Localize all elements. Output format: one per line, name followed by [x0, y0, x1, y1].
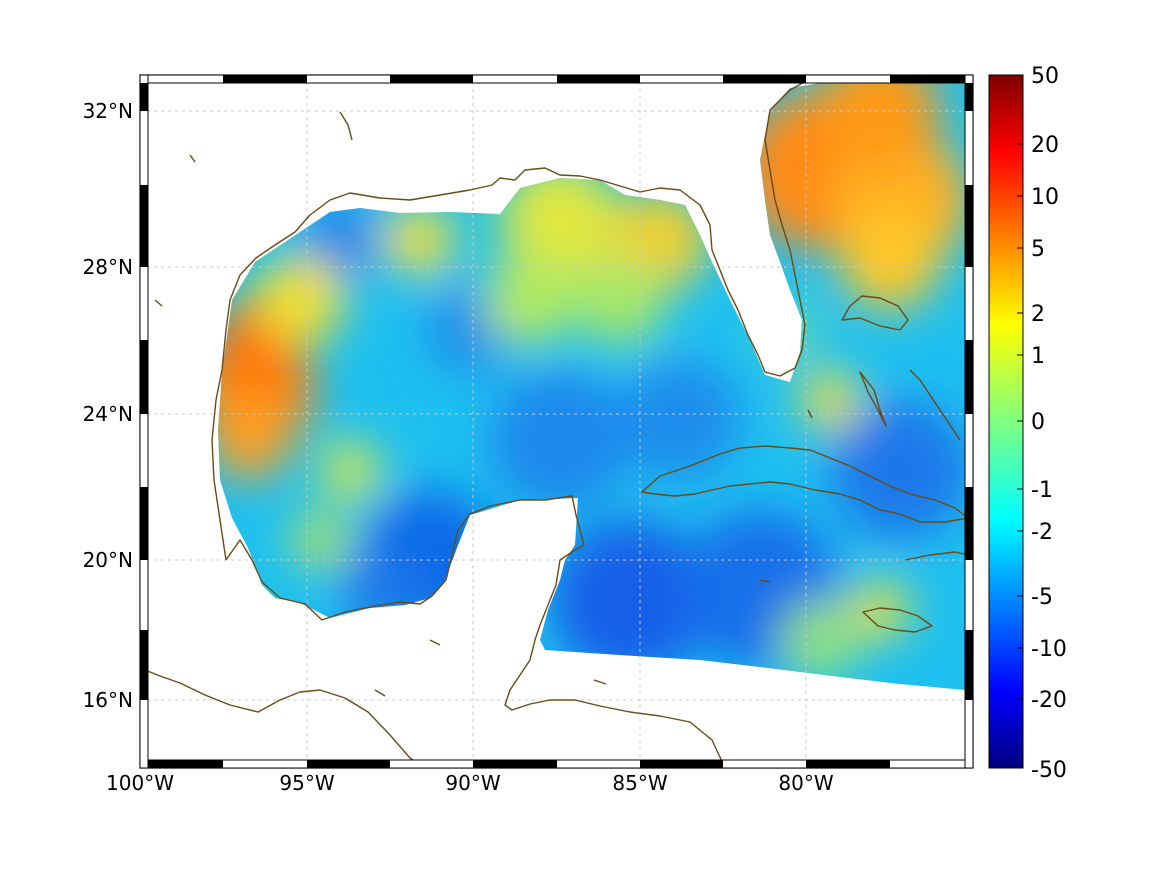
x-tick-label: 90°W — [445, 771, 500, 795]
ocean-field — [218, 83, 965, 690]
cuba — [641, 445, 969, 523]
x-tick-label: 80°W — [778, 771, 833, 795]
jamaica — [862, 607, 933, 633]
colorbar: 50 20 10 5 2 1 0 -1 -2 -5 -10 -20 -50 — [988, 64, 1067, 783]
colorbar-label: 20 — [1031, 133, 1059, 158]
colorbar-label: -10 — [1031, 637, 1067, 662]
colorbar-label: -1 — [1031, 478, 1053, 503]
colorbar-label: 50 — [1031, 64, 1059, 89]
colorbar-label: 1 — [1031, 344, 1045, 369]
colorbar-ticks — [1017, 143, 1023, 700]
hispaniola — [904, 551, 973, 561]
pacific-coast — [140, 667, 426, 768]
coastlines — [140, 75, 973, 768]
y-axis-ticks: 32°N 28°N 24°N 20°N 16°N — [83, 99, 133, 712]
colorbar-label: 0 — [1031, 410, 1045, 435]
mexico-coast — [225, 495, 726, 768]
y-tick-label: 28°N — [83, 255, 133, 279]
colorbar-label: 10 — [1031, 185, 1059, 210]
colorbar-label: 2 — [1031, 302, 1045, 327]
y-tick-label: 20°N — [83, 548, 133, 572]
colorbar-label: 5 — [1031, 237, 1045, 262]
us-mexico-gulf-coast — [211, 75, 816, 561]
colorbar-label: -50 — [1031, 758, 1067, 783]
small-islands — [154, 111, 813, 697]
bahamas-andros — [859, 371, 887, 427]
grid-lines — [140, 75, 973, 768]
x-tick-label: 100°W — [106, 771, 174, 795]
colorbar-label: -20 — [1031, 688, 1067, 713]
colorbar-label: -2 — [1031, 520, 1053, 545]
x-tick-label: 95°W — [279, 771, 334, 795]
colorbar-label: -5 — [1031, 585, 1053, 610]
x-axis-ticks: 100°W 95°W 90°W 85°W 80°W — [106, 771, 834, 795]
y-tick-label: 24°N — [83, 402, 133, 426]
x-tick-label: 85°W — [612, 771, 667, 795]
y-tick-label: 32°N — [83, 99, 133, 123]
y-tick-label: 16°N — [83, 688, 133, 712]
bahamas-east — [909, 369, 961, 441]
map-frame — [139, 74, 974, 769]
bahamas-main — [841, 295, 909, 331]
